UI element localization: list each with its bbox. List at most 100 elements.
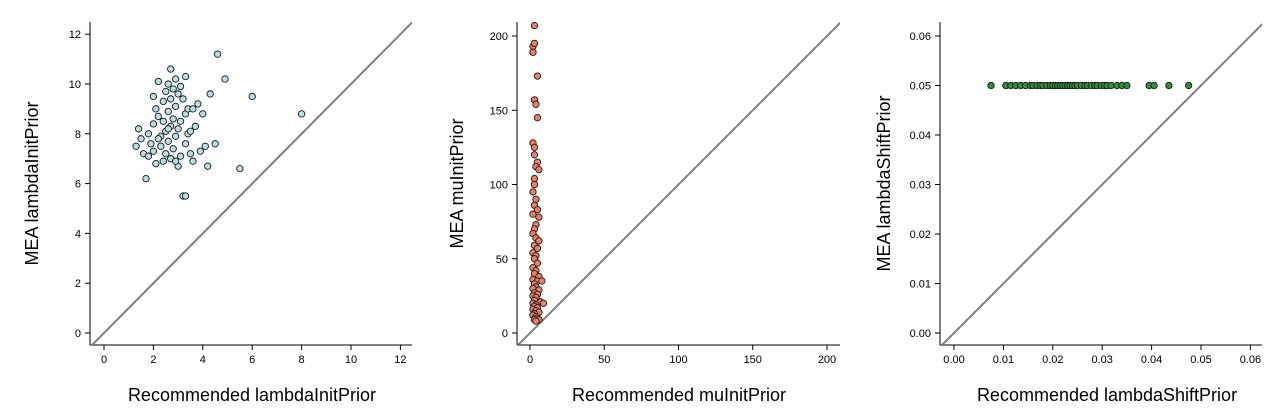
x-tick-label: 0.01	[993, 354, 1014, 366]
y-tick-label: 0.06	[910, 31, 931, 43]
data-point	[201, 142, 209, 150]
data-point	[297, 110, 306, 118]
data-point	[147, 140, 155, 148]
data-point	[530, 143, 539, 152]
x-tick-label: 4	[200, 354, 206, 366]
data-point	[206, 90, 214, 98]
x-tick-label: 0.06	[1240, 354, 1261, 366]
data-point	[162, 150, 170, 158]
y-tick-label: 6	[75, 179, 81, 191]
data-point	[134, 125, 143, 133]
data-point	[159, 157, 167, 165]
data-point	[532, 195, 540, 204]
data-point	[194, 100, 202, 108]
data-point	[186, 150, 195, 158]
chart-1: 0 2 4 6 8 10 12 0 2 4 6 8 10 12 Recommended lambdaInit…	[22, 22, 412, 405]
data-point	[530, 39, 539, 48]
data-point	[142, 174, 150, 183]
x-tick-label: 50	[598, 354, 610, 366]
x-tick-label: 200	[818, 354, 836, 366]
identity-line	[940, 22, 1262, 345]
y-tick-label: 0	[75, 328, 81, 340]
x-tick-label: 0.03	[1091, 354, 1112, 366]
x-axis-title: Recommended lambdaShiftPrior	[977, 385, 1237, 405]
data-point	[196, 147, 204, 155]
data-point	[176, 82, 185, 91]
x-tick-label: 12	[394, 354, 406, 366]
data-point	[204, 162, 212, 170]
data-point	[530, 22, 539, 30]
data-point	[171, 132, 180, 140]
data-point	[535, 165, 543, 174]
data-point	[529, 210, 537, 218]
data-point	[533, 244, 542, 253]
y-tick-label: 4	[75, 228, 81, 240]
data-point	[535, 237, 543, 245]
data-point	[533, 206, 542, 214]
data-point	[221, 75, 229, 83]
data-point	[164, 125, 172, 133]
data-point	[181, 192, 190, 200]
data-point	[144, 152, 153, 160]
x-tick-label: 8	[299, 354, 305, 366]
data-point	[1165, 81, 1173, 90]
data-point	[529, 48, 537, 56]
data-point	[152, 105, 160, 113]
data-point	[1123, 81, 1131, 90]
data-point	[532, 100, 540, 108]
data-point	[213, 50, 222, 58]
data-point	[535, 213, 543, 221]
x-tick-label: 0.02	[1042, 354, 1063, 366]
data-point	[529, 188, 537, 196]
data-point	[169, 145, 177, 153]
x-tick-label: 0.05	[1190, 354, 1211, 366]
data-point	[176, 117, 185, 126]
data-point	[152, 160, 160, 168]
x-tick-label: 10	[345, 354, 357, 366]
data-point	[154, 112, 162, 121]
data-point	[149, 92, 158, 101]
data-point	[199, 110, 207, 118]
data-point	[539, 299, 548, 307]
data-point	[164, 80, 172, 88]
data-point	[169, 115, 177, 123]
x-tick-label: 0	[101, 354, 107, 366]
data-point	[162, 87, 170, 96]
data-point	[154, 135, 162, 143]
data-point	[179, 95, 187, 103]
data-point	[164, 137, 172, 145]
data-point	[533, 72, 542, 80]
data-point	[144, 130, 153, 138]
y-tick-label: 12	[69, 29, 81, 41]
data-point	[154, 77, 162, 86]
data-point	[176, 152, 185, 160]
data-point	[171, 102, 180, 111]
data-point	[191, 122, 200, 130]
y-axis-title: MEA lambdaShiftPrior	[874, 95, 894, 271]
data-point	[189, 157, 197, 165]
data-point	[211, 140, 219, 148]
y-tick-label: 150	[490, 105, 508, 117]
y-tick-label: 0	[502, 328, 508, 340]
data-point	[533, 259, 542, 267]
data-point	[167, 65, 175, 73]
identity-line	[90, 22, 412, 345]
data-point	[159, 117, 167, 126]
data-point	[157, 142, 165, 150]
data-point	[181, 140, 190, 148]
data-point	[538, 277, 546, 285]
data-point	[189, 105, 197, 113]
y-tick-label: 0.02	[910, 229, 931, 241]
data-point	[530, 151, 539, 159]
data-point	[171, 157, 180, 165]
chart-3: 0.00 0.01 0.02 0.03 0.04 0.05 0.06 0.00 0.01 0.02…	[874, 22, 1262, 405]
y-tick-label: 0.00	[910, 328, 931, 340]
y-tick-label: 50	[496, 254, 508, 266]
data-point	[159, 97, 167, 106]
x-tick-label: 150	[744, 354, 762, 366]
y-axis-title: MEA muInitPrior	[447, 118, 467, 248]
x-axis-title: Recommended lambdaInitPrior	[128, 385, 376, 405]
y-tick-label: 10	[69, 79, 81, 91]
y-tick-label: 0.01	[910, 279, 931, 291]
